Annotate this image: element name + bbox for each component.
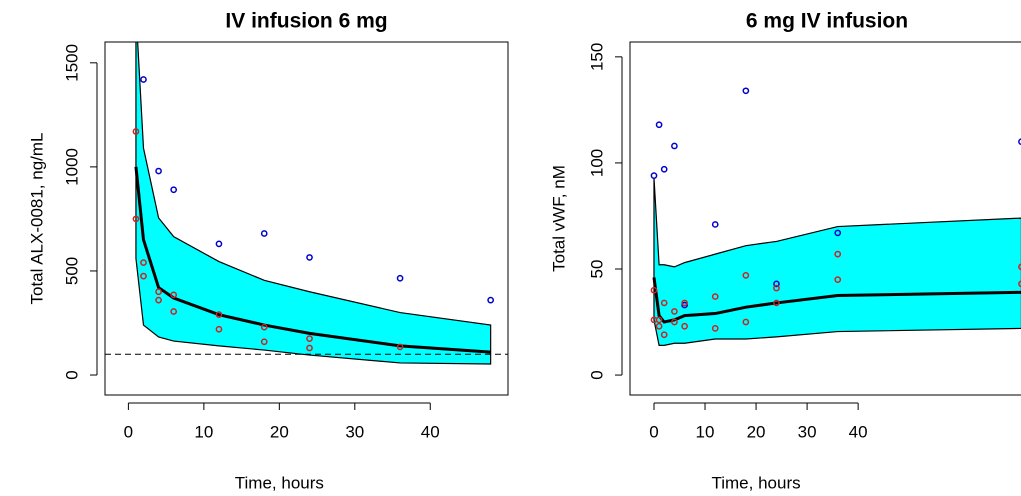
observation: [650, 286, 658, 294]
prediction-band: [653, 177, 1021, 346]
chart-title: IV infusion 6 mg: [225, 10, 387, 33]
x-tick-label: 40: [421, 422, 440, 441]
observation: [215, 240, 223, 248]
observation: [155, 296, 162, 304]
observation: [742, 272, 750, 279]
x-tick-label: 10: [194, 422, 213, 441]
observation: [711, 325, 719, 332]
x-tick-label: 30: [345, 422, 364, 441]
observation: [260, 230, 268, 237]
observation: [650, 172, 658, 179]
observation: [834, 250, 842, 258]
chart-title: 6 mg IV infusion: [746, 10, 908, 33]
plot-box: [629, 41, 1021, 396]
observation: [773, 284, 780, 292]
x-tick-label: 20: [747, 422, 766, 441]
observation: [306, 335, 313, 342]
y-tick-label: 500: [62, 257, 81, 285]
observation: [1018, 263, 1021, 271]
observation: [834, 276, 842, 283]
y-tick-label: 100: [587, 149, 606, 177]
y-tick-label: 1000: [62, 148, 81, 186]
observation: [170, 186, 178, 194]
x-tick-label: 30: [798, 422, 817, 441]
observation: [681, 299, 688, 307]
observation: [1018, 138, 1021, 146]
observation: [660, 299, 668, 307]
observation: [742, 87, 750, 95]
observation: [1018, 280, 1021, 288]
observation: [140, 272, 147, 280]
observation: [215, 311, 223, 319]
plot-area: [650, 87, 1021, 346]
observation: [773, 299, 780, 307]
observation: [155, 167, 162, 175]
observation: [170, 291, 178, 299]
observation: [215, 325, 223, 333]
observation: [660, 331, 668, 339]
observation: [396, 343, 404, 351]
x-tick-label: 0: [124, 422, 133, 441]
observation: [671, 308, 678, 315]
y-axis-label: Total vWF, nM: [549, 165, 568, 272]
observation: [660, 165, 668, 173]
y-tick-label: 0: [587, 370, 606, 379]
observation: [681, 322, 688, 330]
observation: [260, 323, 268, 331]
x-tick-label: 10: [696, 422, 715, 441]
observation: [306, 344, 313, 352]
y-axis-label: Total ALX-0081, ng/mL: [27, 132, 46, 304]
observation: [487, 296, 494, 304]
observation: [681, 301, 688, 309]
observation: [655, 121, 663, 129]
y-tick-label: 150: [587, 43, 606, 71]
prediction-band: [135, 42, 492, 365]
y-tick-label: 0: [62, 370, 81, 379]
y-tick-label: 50: [587, 260, 606, 279]
x-axis-label: Time, hours: [235, 473, 324, 492]
x-tick-label: 20: [270, 422, 289, 441]
observation: [655, 322, 663, 330]
observation: [132, 128, 140, 135]
observation: [742, 318, 750, 326]
observation: [655, 316, 663, 324]
observation: [132, 215, 140, 223]
plot-area: [105, 42, 508, 365]
observation: [671, 142, 678, 150]
median-line: [134, 166, 491, 354]
x-tick-label: 40: [849, 422, 868, 441]
y-tick-label: 1500: [62, 44, 81, 82]
observation: [396, 274, 404, 282]
x-axis-label: Time, hours: [711, 473, 800, 492]
observation: [155, 288, 162, 296]
observation: [306, 254, 313, 261]
observation: [140, 76, 147, 83]
observation: [671, 318, 678, 326]
observation: [711, 221, 719, 228]
x-tick-label: 0: [649, 422, 658, 441]
observation: [834, 229, 842, 237]
observation: [170, 308, 178, 315]
plot-box: [104, 41, 509, 396]
panel: 0 10 20 30 40 0 500 1000 1500 IV infusion 6 mg Tim…: [27, 10, 509, 492]
observation: [140, 259, 147, 266]
observation: [711, 293, 719, 300]
panel: 0 10 20 30 40 0 50 100 150 6 mg IV infusion Time, …: [549, 10, 1021, 492]
observation: [260, 338, 268, 346]
observation: [773, 280, 780, 288]
